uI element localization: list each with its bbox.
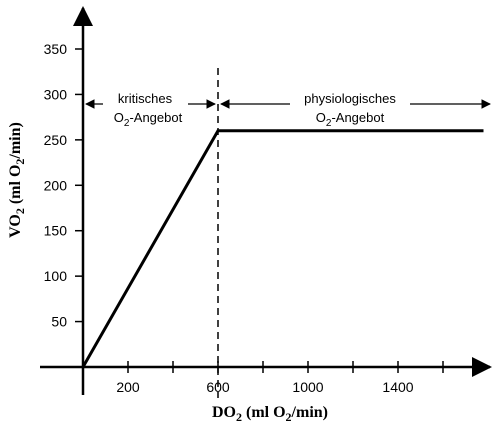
x-tick-label-1000: 1000 [292,379,323,395]
y-tick-label-100: 100 [44,268,68,284]
ticks: 50 100 150 200 250 300 350 200 600 1000 1400 [44,41,444,395]
x-axis-title: DO2 (ml O2/min) [212,404,328,424]
y-tick-label-150: 150 [44,223,68,239]
y-tick-label-200: 200 [44,177,68,193]
critical-annotation-line1: kritisches [118,91,173,106]
x-tick-label-600: 600 [206,379,230,395]
y-tick-label-50: 50 [51,314,67,330]
axes [40,6,492,395]
x-tick-label-1400: 1400 [382,379,413,395]
marks [81,68,484,398]
y-tick-label-300: 300 [44,86,68,102]
x-tick-label-200: 200 [116,379,140,395]
y-axis-title: VO2 (ml O2/min) [7,122,27,238]
series-line-0 [81,129,484,368]
y-tick-label-250: 250 [44,132,68,148]
y-tick-label-350: 350 [44,41,68,57]
critical-annotation-line2: O2-Angebot [114,110,183,129]
physiological-annotation-line1: physiologisches [304,91,396,106]
physiological-annotation-line2: O2-Angebot [316,110,385,129]
